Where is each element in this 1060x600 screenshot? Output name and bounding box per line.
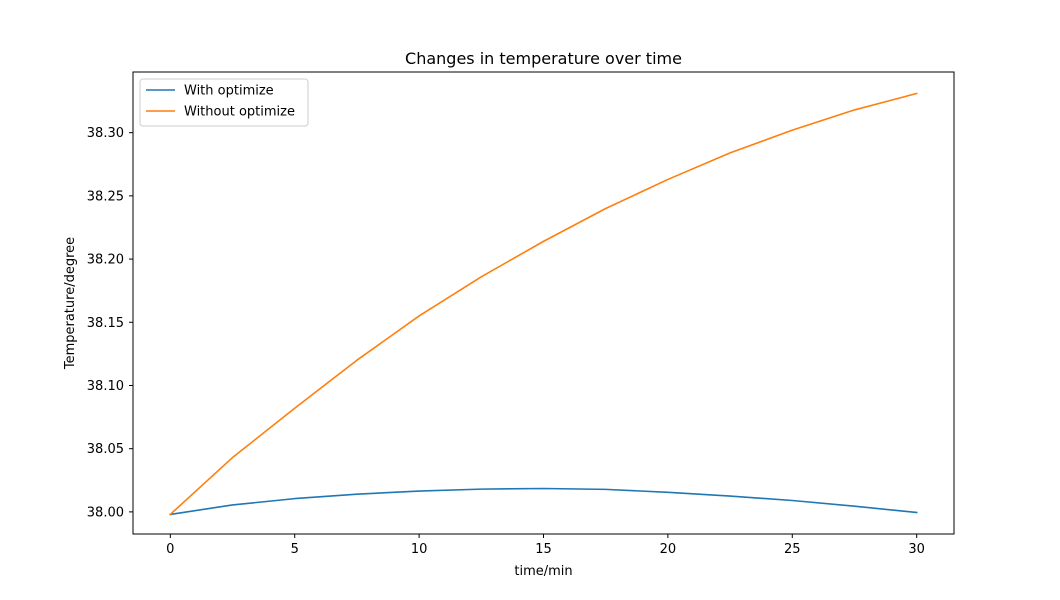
legend-box — [139, 78, 309, 127]
y-tick-label: 38.20 — [87, 253, 124, 268]
x-tick-label: 25 — [784, 542, 801, 557]
y-tick-label: 38.00 — [87, 505, 124, 520]
x-tick-label: 15 — [535, 542, 552, 557]
y-tick-label: 38.15 — [87, 316, 124, 331]
legend-label-without-optimize: Without optimize — [184, 105, 295, 120]
x-tick-label: 10 — [411, 542, 428, 557]
legend: With optimize Without optimize — [139, 78, 309, 127]
series-line-without-optimize — [169, 92, 918, 516]
plot-frame — [132, 71, 955, 535]
x-tick-label: 5 — [291, 542, 299, 557]
y-tick-label: 38.05 — [87, 442, 124, 457]
y-tick-label: 38.30 — [87, 126, 124, 141]
plot-lines — [169, 92, 918, 516]
y-axis-label: Temperature/degree — [63, 237, 78, 370]
y-axis-ticks: 38.00 38.05 38.10 38.15 38.20 38.25 38.30 — [87, 126, 133, 520]
legend-label-with-optimize: With optimize — [184, 84, 274, 99]
chart-title: Changes in temperature over time — [405, 49, 682, 68]
x-tick-label: 20 — [660, 542, 677, 557]
y-tick-label: 38.25 — [87, 189, 124, 204]
x-tick-label: 30 — [908, 542, 925, 557]
x-axis-ticks: 0 5 10 15 20 25 30 — [166, 534, 925, 557]
y-tick-label: 38.10 — [87, 379, 124, 394]
x-tick-label: 0 — [166, 542, 174, 557]
x-axis-label: time/min — [514, 564, 572, 579]
series-line-with-optimize — [169, 487, 918, 516]
